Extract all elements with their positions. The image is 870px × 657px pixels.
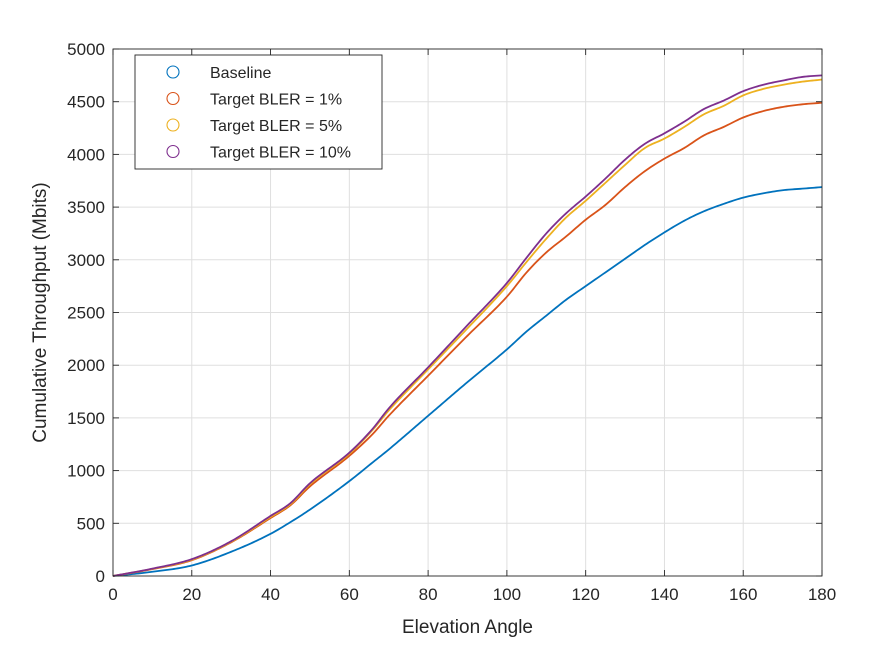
x-tick-label: 100 [493,585,521,604]
legend-marker-4 [166,144,180,159]
y-tick-label: 3500 [67,198,105,217]
x-tick-label: 120 [571,585,599,604]
y-axis-label: Cumulative Throughput (Mbits) [30,182,51,442]
legend-box [134,54,383,170]
y-tick-label: 0 [96,567,105,586]
y-tick-label: 2500 [67,304,105,323]
y-tick-label: 1000 [67,462,105,481]
legend-label-2: Target BLER = 1% [210,92,342,109]
ticks: 0 20 40 60 80 100 120 140 160 180 0 500 1000 1500 2000… [67,40,836,604]
x-tick-label: 40 [261,585,280,604]
series-line-4 [112,74,823,577]
y-tick-label: 4500 [67,93,105,112]
y-tick-label: 4000 [67,145,105,164]
x-tick-label: 140 [650,585,678,604]
legend-label-3: Target BLER = 5% [210,118,342,135]
x-tick-label: 0 [108,585,117,604]
legend-marker-3 [166,118,180,132]
legend-label-4: Target BLER = 10% [210,145,351,162]
y-tick-label: 5000 [67,40,105,59]
legend-label-1: Baseline [210,65,271,82]
grid [112,48,823,577]
legend-marker-2 [166,91,180,106]
x-tick-label: 80 [419,585,438,604]
x-tick-label: 20 [182,585,201,604]
x-tick-label: 160 [729,585,757,604]
y-tick-label: 500 [77,514,105,533]
legend-marker-1 [166,65,180,79]
x-axis-label: Elevation Angle [402,617,533,638]
series-layer [112,74,823,577]
legend: Baseline Target BLER = 1% Target BLER = 5%… [134,54,383,170]
y-tick-label: 1500 [67,409,105,428]
x-tick-label: 180 [808,585,836,604]
y-tick-label: 3000 [67,251,105,270]
y-tick-label: 2000 [67,356,105,375]
series-line-1 [112,186,823,577]
x-tick-label: 60 [340,585,359,604]
